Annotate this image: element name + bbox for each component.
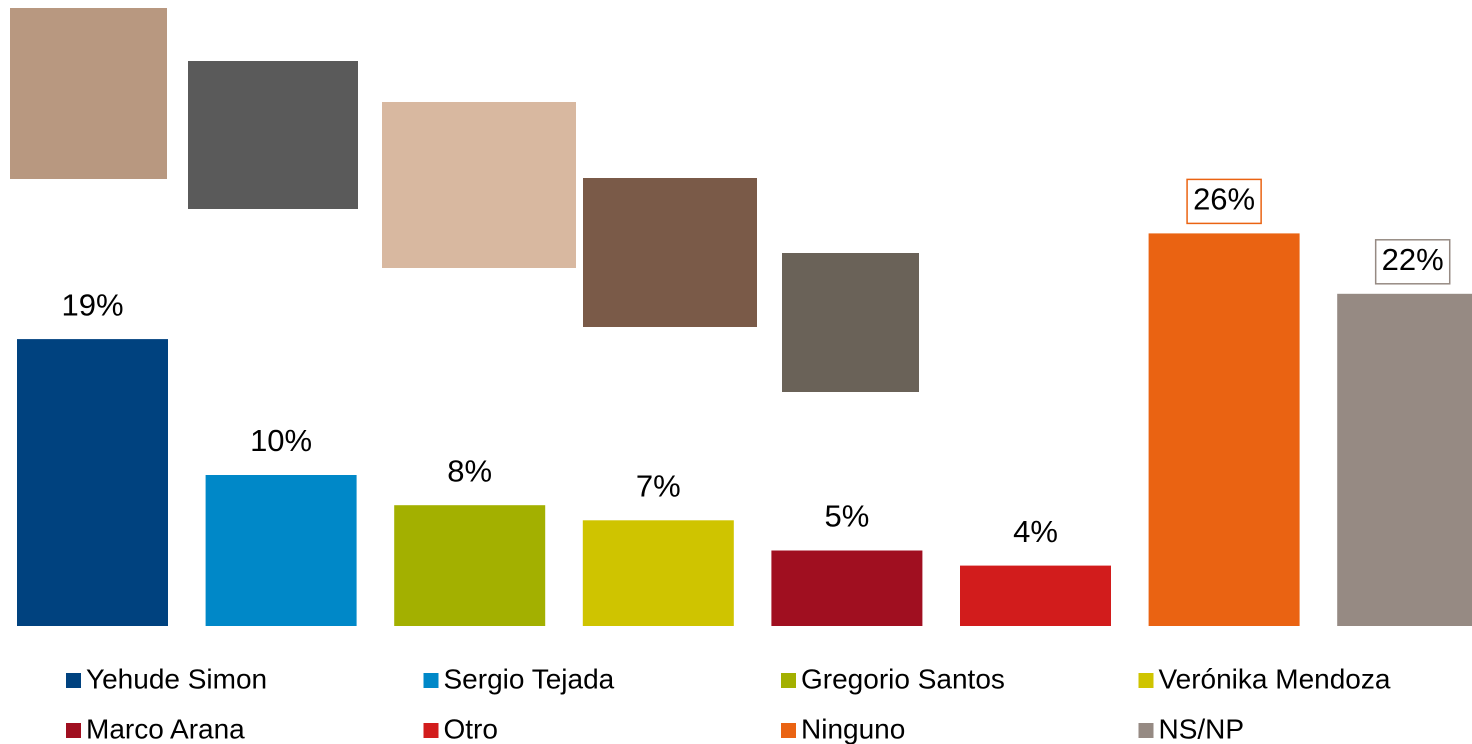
value-label: 22% (1382, 242, 1444, 277)
bar (394, 505, 545, 626)
legend-swatch (66, 723, 81, 738)
value-label: 7% (636, 468, 681, 503)
legend-swatch (1139, 723, 1154, 738)
photo (782, 253, 919, 392)
value-label: 8% (447, 453, 492, 488)
photo (583, 178, 757, 327)
photos (10, 8, 919, 392)
bar (771, 551, 922, 627)
value-label: 4% (1013, 514, 1058, 549)
legend-label: Sergio Tejada (444, 663, 615, 694)
bar (583, 520, 734, 626)
legend-label: NS/NP (1159, 713, 1245, 744)
legend-swatch (781, 673, 796, 688)
legend-label: Yehude Simon (86, 663, 267, 694)
legend-swatch (1139, 673, 1154, 688)
legend-swatch (424, 723, 439, 738)
photo (382, 102, 576, 268)
value-label: 10% (250, 423, 312, 458)
value-label: 5% (824, 499, 869, 534)
legend-swatch (424, 673, 439, 688)
value-label: 19% (61, 287, 123, 322)
bar (960, 566, 1111, 626)
legend-label: Gregorio Santos (801, 663, 1005, 694)
legend-label: Marco Arana (86, 713, 245, 744)
value-label: 26% (1193, 182, 1255, 217)
bar (17, 339, 168, 626)
chart: 19% Yehude Simon 10% Sergio Tejada 8% Gregori… (0, 0, 1472, 744)
photo (188, 61, 358, 209)
bar (1337, 294, 1472, 626)
bar (1149, 233, 1300, 626)
legend-label: Otro (444, 713, 498, 744)
legend-swatch (781, 723, 796, 738)
photo (10, 8, 167, 179)
bar (206, 475, 357, 626)
legend-swatch (66, 673, 81, 688)
legend-label: Verónika Mendoza (1159, 663, 1391, 694)
legend-label: Ninguno (801, 713, 905, 744)
